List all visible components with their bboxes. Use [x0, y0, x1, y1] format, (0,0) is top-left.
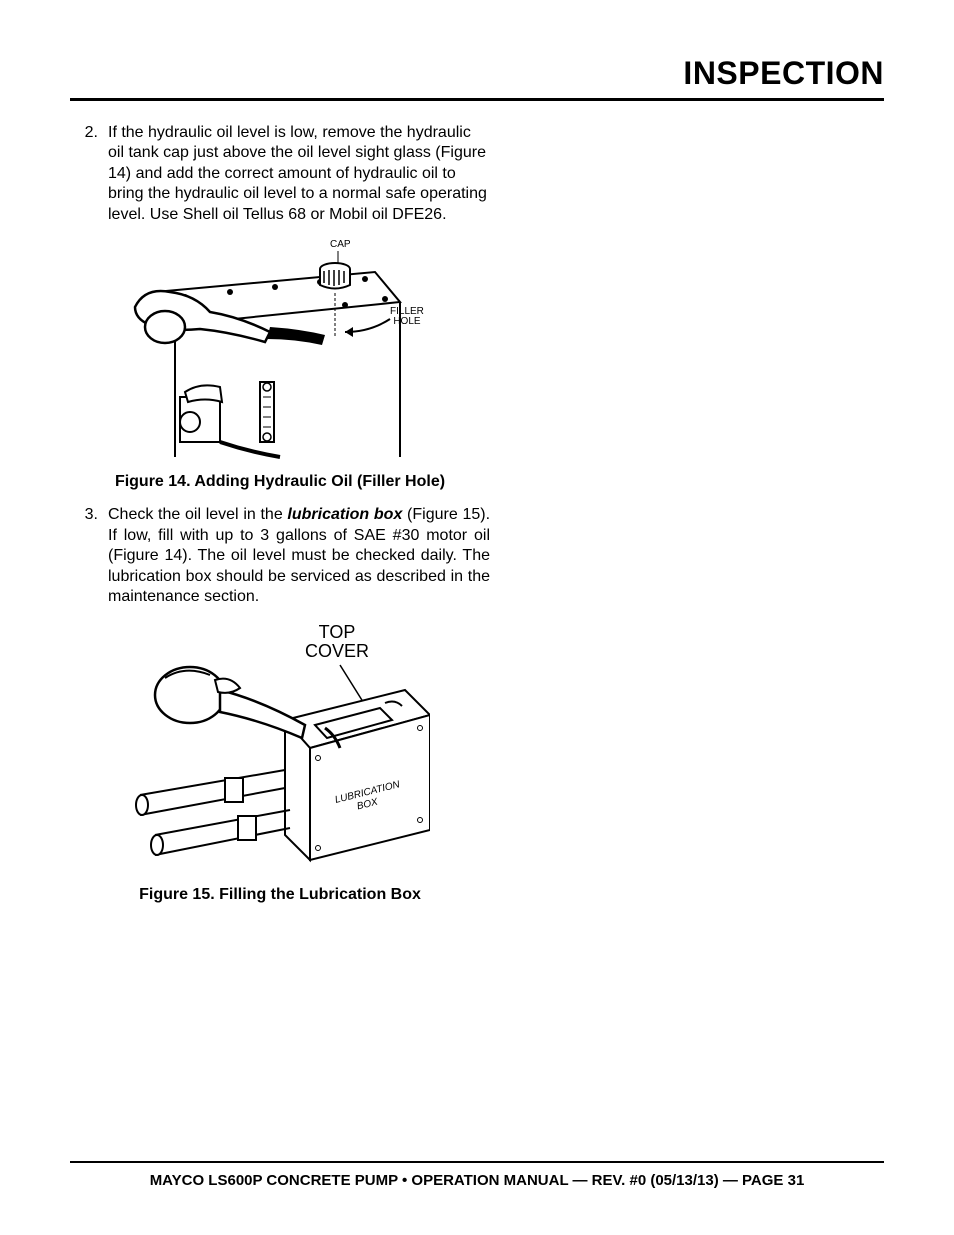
list-item-3-emph: lubrication box [287, 506, 402, 523]
list-item-3-prefix: Check the oil level in the [108, 506, 287, 523]
figure-15-topcover-label: TOP COVER [305, 623, 369, 663]
header-rule [70, 98, 884, 101]
figure-15-topcover-l2: COVER [305, 641, 369, 661]
footer-rule [70, 1161, 884, 1163]
figure-14-filler-label: FILLER HOLE [390, 307, 424, 327]
figure-14-filler-l2: HOLE [393, 316, 420, 327]
list-item-2: 2. If the hydraulic oil level is low, re… [70, 123, 490, 225]
list-item-3-text: Check the oil level in the lubrication b… [108, 505, 490, 607]
figure-14-graphic: CAP FILLER HOLE [130, 237, 430, 467]
figure-14-caption: Figure 14. Adding Hydraulic Oil (Filler … [70, 473, 490, 491]
page-header-title: INSPECTION [70, 55, 884, 92]
list-item-2-number: 2. [70, 123, 108, 225]
list-item-3: 3. Check the oil level in the lubricatio… [70, 505, 490, 607]
figure-14: CAP FILLER HOLE [70, 237, 490, 491]
list-item-3-number: 3. [70, 505, 108, 607]
figure-15-topcover-l1: TOP [319, 622, 356, 642]
footer-text: MAYCO LS600P CONCRETE PUMP • OPERATION M… [0, 1172, 954, 1189]
figure-15-caption: Figure 15. Filling the Lubrication Box [70, 886, 490, 904]
figure-14-cap-label: CAP [330, 239, 351, 250]
figure-15: TOP COVER [70, 620, 490, 904]
figure-15-graphic: TOP COVER [130, 620, 430, 880]
list-item-2-text: If the hydraulic oil level is low, remov… [108, 123, 490, 225]
